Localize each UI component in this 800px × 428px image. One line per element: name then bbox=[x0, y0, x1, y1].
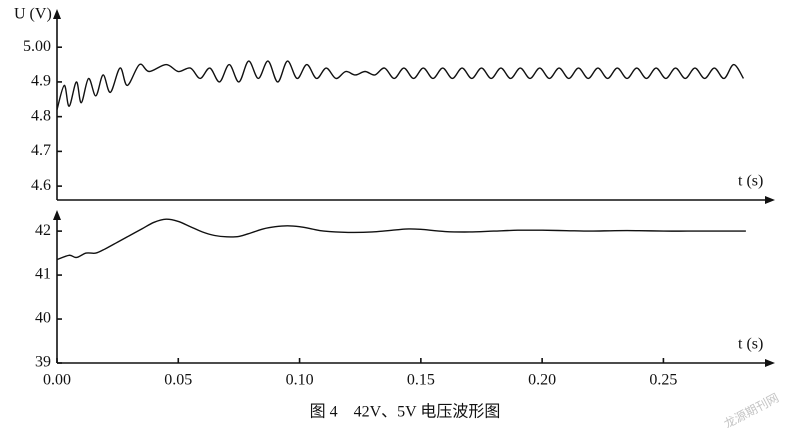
y-tick-label: 4.8 bbox=[31, 107, 51, 124]
x-axis-arrow bbox=[765, 359, 775, 367]
x-axis-label: t (s) bbox=[738, 173, 763, 190]
y-tick-label: 41 bbox=[35, 266, 51, 283]
y-tick-label: 5.00 bbox=[23, 38, 51, 55]
x-tick-label: 0.00 bbox=[43, 372, 71, 389]
y-tick-label: 4.9 bbox=[31, 73, 51, 90]
y-axis-arrow bbox=[53, 9, 61, 19]
x-tick-label: 0.25 bbox=[649, 372, 677, 389]
x-axis-arrow bbox=[765, 196, 775, 204]
x-axis-label: t (s) bbox=[738, 336, 763, 353]
x-tick-label: 0.15 bbox=[407, 372, 435, 389]
x-tick-label: 0.10 bbox=[286, 372, 314, 389]
y-axis-label: U (V) bbox=[14, 6, 52, 23]
y-tick-label: 39 bbox=[35, 354, 51, 371]
y-tick-label: 42 bbox=[35, 222, 51, 239]
x-tick-label: 0.05 bbox=[164, 372, 192, 389]
y-tick-label: 4.7 bbox=[31, 142, 51, 159]
data-line bbox=[56, 218, 746, 261]
data-line bbox=[56, 60, 745, 110]
y-tick-label: 4.6 bbox=[31, 177, 51, 194]
x-tick-label: 0.20 bbox=[528, 372, 556, 389]
caption: 图 4 42V、5V 电压波形图 bbox=[310, 403, 501, 421]
watermark: 龙源期刊网 bbox=[722, 391, 782, 428]
y-tick-label: 40 bbox=[35, 310, 51, 327]
y-axis-arrow bbox=[53, 210, 61, 220]
